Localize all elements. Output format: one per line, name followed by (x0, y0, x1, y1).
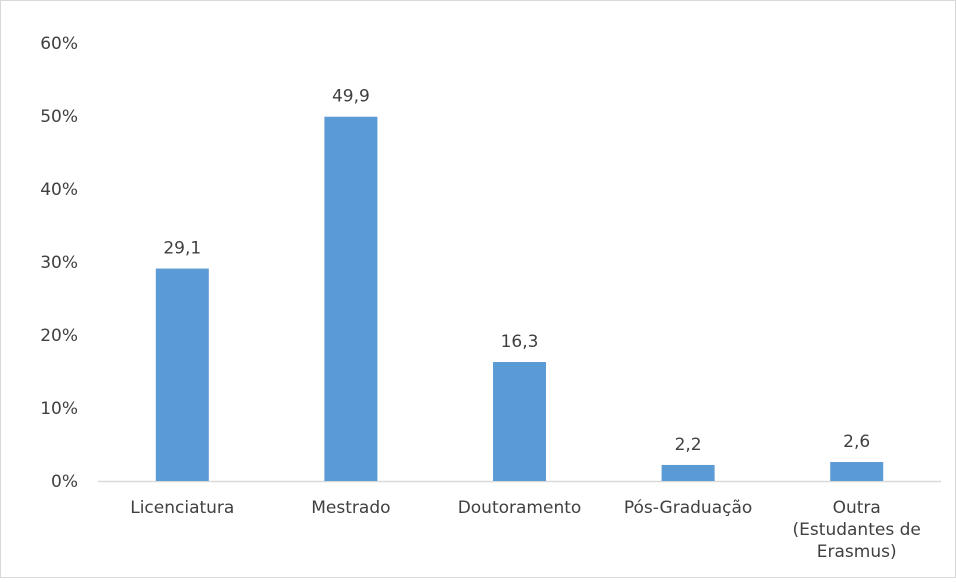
x-tick-label-line: Licenciatura (130, 498, 234, 518)
x-tick-label-line: Erasmus) (817, 542, 897, 562)
x-tick-label: Mestrado (311, 498, 390, 518)
x-tick-label-line: Doutoramento (458, 498, 582, 518)
x-tick-label-line: Mestrado (311, 498, 390, 518)
data-labels-group: 29,1 49,9 16,3 2,2 2,6 (163, 87, 870, 455)
x-tick-label: Doutoramento (458, 498, 582, 518)
y-tick-label: 60% (40, 34, 78, 54)
data-label: 2,6 (843, 432, 870, 452)
bar (324, 116, 378, 481)
bar (661, 464, 715, 481)
y-tick-label: 10% (40, 399, 78, 419)
x-axis-tick-labels: Licenciatura Mestrado Doutoramento Pós-Grad… (130, 498, 921, 562)
y-axis-tick-labels: 0% 10% 20% 30% 40% 50% 60% (40, 34, 78, 492)
y-tick-label: 30% (40, 253, 78, 273)
x-tick-label: Pós-Graduação (624, 498, 752, 518)
bars-group (155, 116, 884, 481)
y-tick-label: 0% (51, 472, 78, 492)
data-label: 16,3 (501, 332, 539, 352)
data-label: 49,9 (332, 87, 370, 107)
y-tick-label: 20% (40, 326, 78, 346)
y-tick-label: 40% (40, 180, 78, 200)
data-label: 29,1 (163, 239, 201, 259)
bar (155, 268, 209, 481)
x-tick-label-line: Outra (833, 498, 881, 518)
data-label: 2,2 (675, 435, 702, 455)
x-tick-label: Licenciatura (130, 498, 234, 518)
x-tick-label: Outra (Estudantes de Erasmus) (793, 498, 921, 562)
bar (493, 362, 546, 481)
x-tick-label-line: (Estudantes de (793, 520, 921, 540)
bar (830, 462, 884, 481)
x-tick-label-line: Pós-Graduação (624, 498, 752, 518)
y-tick-label: 50% (40, 107, 78, 127)
